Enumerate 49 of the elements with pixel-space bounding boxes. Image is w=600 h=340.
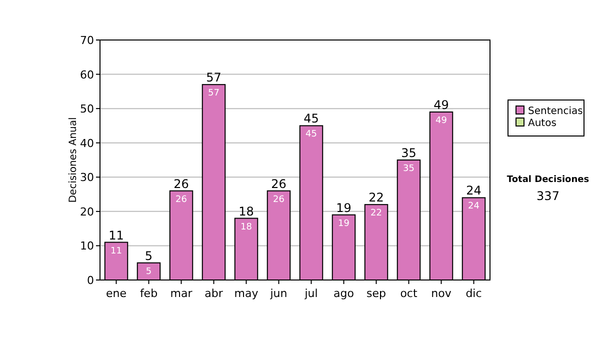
x-tick-label: ene — [106, 287, 127, 300]
total-label: 45 — [304, 112, 319, 126]
legend-label: Autos — [528, 118, 556, 129]
y-tick-label: 0 — [87, 274, 94, 287]
x-tick-label: feb — [140, 287, 158, 300]
y-tick-label: 10 — [80, 240, 94, 253]
text: 337 — [536, 189, 560, 203]
total-label: 5 — [144, 248, 153, 263]
data-label: 18 — [240, 222, 252, 232]
x-tick-label: ago — [334, 287, 354, 300]
y-tick-label: 20 — [80, 205, 94, 218]
x-tick-label: mar — [170, 287, 193, 300]
total-label: 11 — [108, 228, 124, 242]
y-axis-title: Decisiones Anual — [68, 117, 79, 203]
x-tick-label: may — [234, 287, 259, 300]
total-label: 22 — [368, 190, 384, 205]
total-label: 26 — [174, 176, 189, 191]
data-label: 45 — [306, 130, 317, 140]
y-tick-label: 40 — [80, 136, 94, 150]
y-tick-label: 50 — [80, 102, 94, 116]
x-tick-label: nov — [431, 287, 452, 300]
x-tick-label: oct — [400, 287, 418, 300]
data-label: 26 — [273, 194, 285, 205]
total-label: 19 — [336, 200, 352, 215]
data-label: 19 — [338, 218, 350, 229]
legend-label: Sentencias — [528, 106, 583, 117]
text: Total Decisiones — [506, 175, 590, 185]
data-label: 57 — [208, 88, 220, 99]
x-tick-label: jul — [304, 287, 318, 300]
y-tick-label: 60 — [80, 68, 94, 82]
x-tick-label: dic — [466, 287, 482, 300]
total-label: 24 — [466, 184, 482, 198]
x-tick-label: abr — [204, 287, 224, 300]
total-label: 18 — [238, 204, 254, 218]
total-label: 57 — [206, 70, 222, 85]
x-tick-label: jun — [269, 287, 288, 300]
data-label: 49 — [436, 116, 448, 126]
y-tick-label: 70 — [80, 34, 94, 47]
data-label: 5 — [146, 266, 152, 277]
data-label: 26 — [176, 194, 188, 205]
total-label: 26 — [271, 176, 286, 191]
total-label: 49 — [434, 98, 449, 112]
x-tick-label: sep — [366, 287, 386, 300]
data-label: 24 — [468, 202, 480, 212]
data-label: 22 — [370, 208, 382, 219]
data-label: 35 — [403, 164, 414, 174]
y-tick-label: 30 — [80, 171, 94, 184]
data-label: 11 — [110, 246, 122, 256]
total-label: 35 — [401, 146, 416, 160]
